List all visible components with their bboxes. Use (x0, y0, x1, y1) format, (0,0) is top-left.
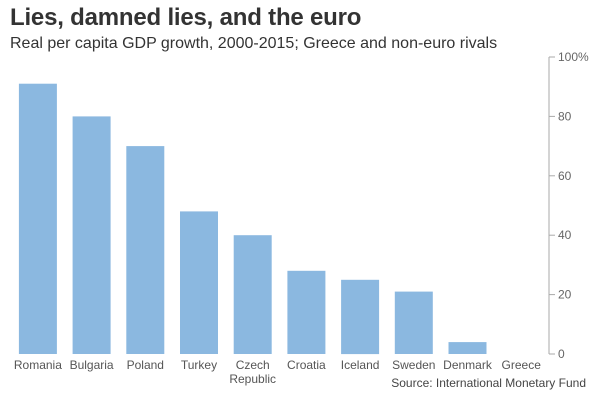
bar-czech-republic (233, 235, 272, 354)
x-tick-label: Sweden (392, 358, 435, 372)
x-tick-label: Greece (502, 358, 542, 372)
y-tick-label: 0 (558, 347, 565, 361)
y-tick-label: 20 (558, 288, 572, 302)
source-note: Source: International Monetary Fund (391, 376, 586, 390)
bar-romania (18, 83, 57, 354)
chart-title: Lies, damned lies, and the euro (10, 4, 362, 31)
x-tick-label: Iceland (341, 358, 380, 372)
x-tick-label: Bulgaria (70, 358, 114, 372)
x-tick-label: Turkey (181, 358, 217, 372)
bar-bulgaria (72, 116, 111, 355)
y-axis-ticks: 0 20 40 60 80 100% (549, 50, 589, 361)
bar-croatia (287, 270, 326, 354)
bars-group (18, 83, 487, 355)
y-tick-label: 60 (558, 169, 572, 183)
y-tick-label: 40 (558, 228, 572, 242)
x-tick-label: Poland (127, 358, 164, 372)
y-tick-label: 100% (558, 50, 589, 64)
bar-turkey (180, 211, 218, 354)
bar-poland (126, 146, 165, 354)
y-tick-label: 80 (558, 109, 572, 123)
bar-sweden (394, 291, 433, 354)
chart-subtitle: Real per capita GDP growth, 2000-2015; G… (10, 35, 498, 52)
bar-iceland (341, 279, 380, 355)
x-tick-label: Czech Republic (229, 358, 276, 386)
bar-denmark (448, 342, 487, 354)
x-tick-label: Croatia (287, 358, 326, 372)
x-tick-label: Denmark (443, 358, 493, 372)
x-axis-labels: Romania Bulgaria Poland Turkey Czech Republic… (14, 358, 541, 386)
x-tick-label: Romania (14, 358, 62, 372)
